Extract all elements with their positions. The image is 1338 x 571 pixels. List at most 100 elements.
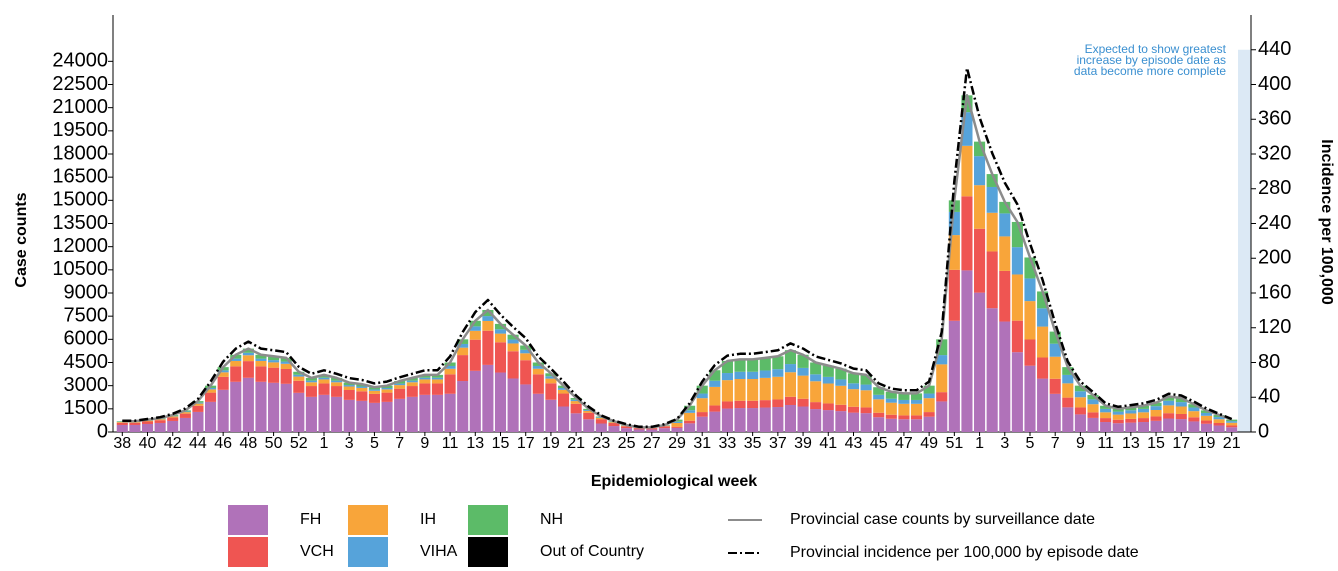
bar-segment [469, 330, 481, 340]
bar-segment [684, 410, 696, 413]
bar-segment [847, 389, 860, 407]
bar-segment [948, 320, 960, 432]
bar-segment [684, 412, 696, 421]
bar-segment [545, 378, 557, 384]
bar-segment [154, 422, 166, 432]
bar-segment [671, 427, 683, 432]
bar-segment [318, 379, 330, 384]
bar-segment [507, 334, 519, 340]
bar-segment [1087, 417, 1099, 432]
bar-segment [406, 382, 418, 387]
bar-segment [494, 372, 507, 432]
x-tick-label: 9 [1076, 435, 1085, 452]
bar-segment [545, 399, 557, 432]
y2-tick-label: 400 [1258, 73, 1291, 95]
bar-segment [1062, 374, 1074, 384]
bar-segment [873, 394, 885, 400]
bar-segment [532, 393, 544, 432]
bar-segment [532, 368, 544, 375]
bar-segment [948, 269, 960, 321]
bar-segment [419, 377, 431, 380]
x-tick-label: 42 [164, 435, 182, 452]
bar-segment [1213, 422, 1225, 426]
bar-segment [1150, 416, 1162, 421]
x-tick-label: 5 [370, 435, 379, 452]
bar-segment [331, 380, 343, 383]
bar-segment [873, 399, 885, 413]
bar-segment [482, 320, 494, 331]
bar-segment [1137, 422, 1149, 432]
bar-segment [1011, 221, 1023, 248]
x-tick-label: 15 [1147, 435, 1165, 452]
bar-segment [621, 428, 633, 432]
annotation: data become more complete [1074, 64, 1226, 78]
bar-segment [1024, 365, 1036, 432]
bar-segment [873, 417, 885, 432]
bar-segment [835, 385, 847, 405]
bar-segment [621, 426, 633, 429]
bar-segment [1226, 422, 1238, 426]
bar-segment [847, 412, 860, 432]
bar-segment [847, 406, 860, 413]
bar-segment [318, 377, 330, 380]
bar-segment [570, 401, 582, 404]
bar-segment [1188, 421, 1200, 432]
bar-segment [457, 343, 469, 348]
bar-segment [179, 417, 191, 432]
bar-segment [974, 228, 986, 293]
bar-segment [343, 399, 355, 432]
bar-segment [1163, 413, 1175, 419]
highlight-band [1238, 49, 1251, 432]
bar-segment [1087, 399, 1099, 405]
bar-segment [167, 416, 179, 418]
legend-swatch [468, 505, 508, 535]
bar-segment [431, 383, 444, 395]
bar-segment [772, 356, 784, 370]
bar-segment [192, 411, 204, 432]
bar-segment [999, 201, 1011, 214]
legend-label: Provincial case counts by surveillance d… [790, 511, 1095, 528]
bar-segment [923, 412, 935, 417]
bar-segment [721, 408, 733, 432]
bar-segment [570, 413, 582, 432]
bar-segment [1112, 408, 1124, 412]
y2-tick-label: 80 [1258, 351, 1280, 373]
legend-label: VCH [300, 543, 334, 560]
x-tick-label: 48 [239, 435, 257, 452]
bar-segment [457, 381, 469, 432]
bar-segment [356, 400, 368, 432]
bar-segment [431, 394, 444, 432]
bar-segment [255, 366, 267, 382]
x-tick-label: 47 [895, 435, 913, 452]
bar-segment [419, 374, 431, 378]
bar-segment [1112, 423, 1124, 432]
bar-segment [1175, 406, 1187, 414]
bar-segment [583, 412, 595, 420]
bar-segment [1100, 418, 1112, 423]
bar-segment [986, 212, 998, 252]
bar-segment [1062, 383, 1074, 398]
bar-segment [709, 405, 721, 412]
bar-segment [1226, 421, 1238, 423]
bar-segment [381, 392, 393, 402]
legend-swatch [228, 505, 268, 535]
bar-segment [999, 236, 1011, 271]
bar-segment [696, 412, 708, 417]
bar-segment [457, 355, 469, 382]
bar-segment [910, 393, 923, 400]
bar-segment [1037, 308, 1049, 327]
bar-segment [394, 385, 406, 389]
y2-tick-label: 240 [1258, 212, 1291, 234]
bar-segment [1175, 413, 1187, 420]
bar-segment [1049, 343, 1061, 357]
bar-segment [1062, 397, 1074, 408]
bar-segment [910, 419, 923, 432]
bar-segment [507, 378, 519, 432]
bar-segment [772, 376, 784, 400]
bar-segment [116, 424, 128, 432]
x-tick-label: 25 [618, 435, 636, 452]
bar-segment [1100, 422, 1112, 432]
bar-segment [709, 386, 721, 406]
bar-segment [394, 398, 406, 432]
bar-segment [494, 333, 507, 343]
